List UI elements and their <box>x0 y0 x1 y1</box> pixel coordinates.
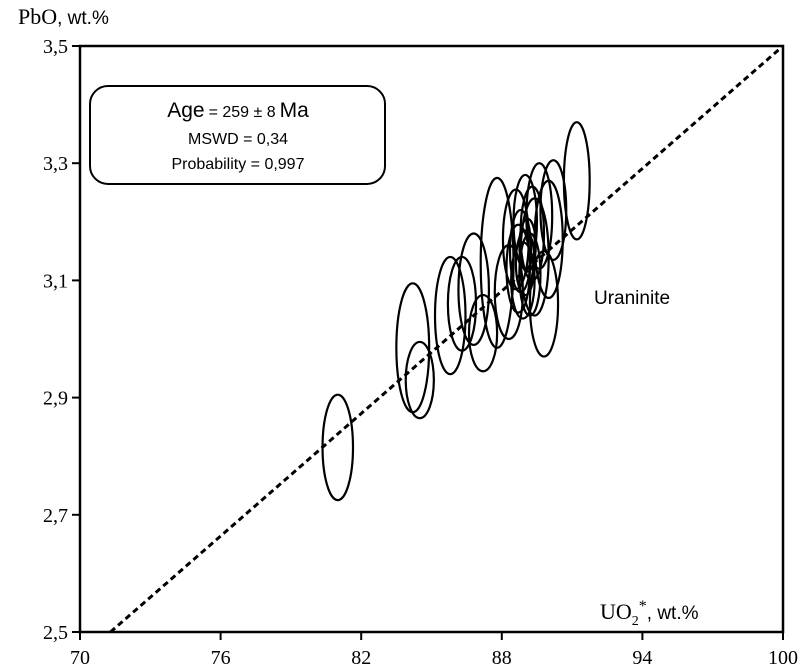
plot-frame <box>78 44 785 634</box>
regression-line <box>109 44 784 634</box>
y-tick-label: 2,9 <box>43 388 68 410</box>
y-axis-label: PbO, wt.% <box>18 4 109 29</box>
error-ellipse <box>512 173 539 270</box>
error-ellipse <box>562 121 591 241</box>
error-ellipse <box>321 393 355 502</box>
x-tick-label: 94 <box>632 647 652 668</box>
error-ellipse <box>518 217 537 273</box>
y-tick-label: 2,7 <box>43 505 68 527</box>
y-tick-label: 3,1 <box>43 270 68 292</box>
probability-text: Probability = 0,997 <box>172 156 305 173</box>
age-value: = 259 ± 8 <box>209 104 276 121</box>
x-tick-label: 70 <box>70 647 90 668</box>
age-text: Age = 259 ± 8 Ma <box>167 99 309 122</box>
error-ellipse <box>467 293 499 373</box>
y-tick-label: 3,3 <box>43 153 68 175</box>
y-axis-label-main: PbO <box>18 4 57 29</box>
error-ellipse <box>446 255 478 352</box>
error-ellipse <box>525 162 554 270</box>
x-axis-label-main: UO <box>600 599 632 624</box>
x-tick-label: 82 <box>351 647 371 668</box>
error-ellipse <box>404 340 435 420</box>
x-axis-label-sub: 2 <box>632 614 639 629</box>
x-tick-label: 76 <box>211 647 231 668</box>
y-axis-label-unit: , wt.% <box>57 8 109 29</box>
error-ellipse <box>457 232 491 346</box>
mswd-text: MSWD = 0,34 <box>188 131 288 148</box>
y-axis-ticks: 2,5 2,7 2,9 3,1 3,3 3,5 <box>43 36 80 644</box>
x-tick-label: 100 <box>768 647 798 668</box>
x-tick-label: 88 <box>492 647 512 668</box>
x-axis-label-sup: * <box>639 598 647 615</box>
age-unit: Ma <box>280 99 309 122</box>
error-ellipse <box>433 255 467 376</box>
x-axis-label-unit: , wt.% <box>647 603 699 624</box>
y-tick-label: 3,5 <box>43 36 68 58</box>
age-prefix: Age <box>167 99 204 122</box>
age-annotation-box <box>89 85 386 185</box>
y-tick-label: 2,5 <box>43 622 68 644</box>
x-axis-ticks: 70 76 82 88 94 100 <box>70 632 798 668</box>
x-axis-label: UO2*, wt.% <box>600 598 699 629</box>
error-ellipse <box>539 159 568 261</box>
series-label-uraninite: Uraninite <box>594 288 670 309</box>
error-ellipse <box>528 249 560 358</box>
